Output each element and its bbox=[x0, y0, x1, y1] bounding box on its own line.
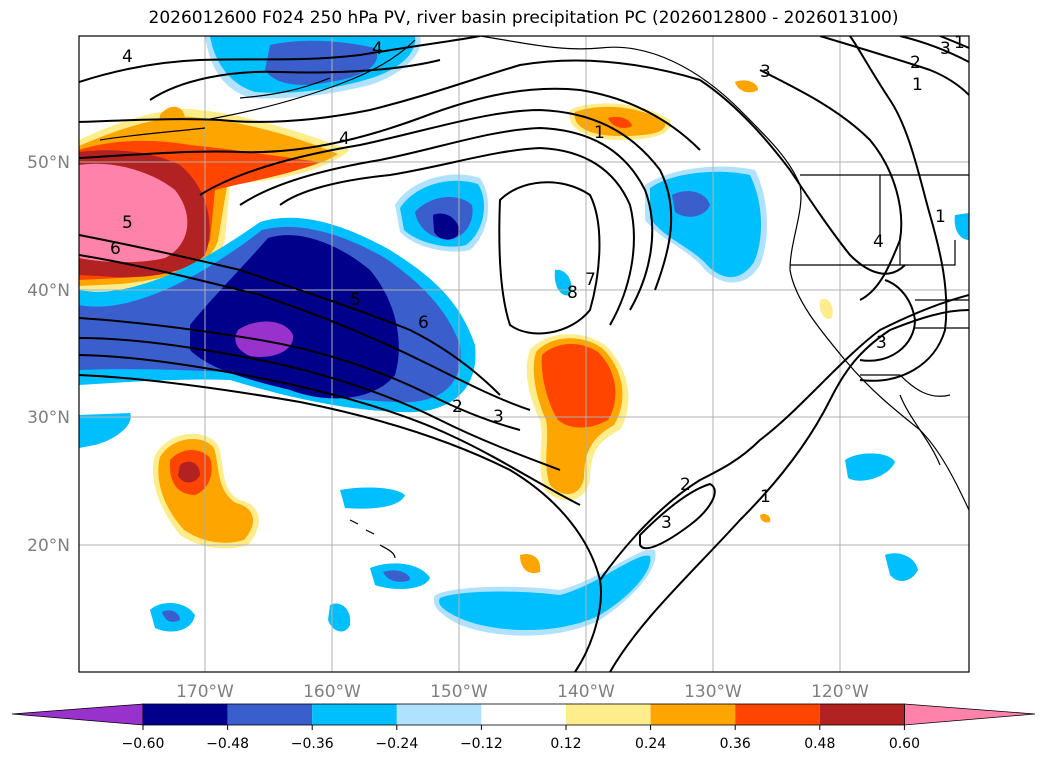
anomaly-negative-south bbox=[79, 213, 969, 636]
pv-contours bbox=[79, 36, 969, 672]
pv-label: 3 bbox=[760, 62, 771, 82]
pv-label: 5 bbox=[122, 213, 133, 233]
colorbar-tick-label: 0.60 bbox=[889, 736, 920, 752]
longitude-labels: 170°W 160°W 150°W 140°W 130°W 120°W bbox=[176, 682, 869, 702]
colorbar: −0.60 −0.48 −0.36 −0.24 −0.12 0.12 0.24 … bbox=[11, 703, 1036, 752]
colorbar-tick-label: 0.36 bbox=[720, 736, 751, 752]
colorbar-tick-label: 0.24 bbox=[635, 736, 666, 752]
pv-label: 7 bbox=[585, 270, 596, 290]
pv-label: 2 bbox=[910, 53, 921, 73]
lon-label-170w: 170°W bbox=[176, 682, 234, 702]
anomaly-negative-eastpacific bbox=[645, 166, 767, 283]
pv-label: 1 bbox=[935, 207, 946, 227]
lat-label-40n: 40°N bbox=[27, 281, 70, 301]
pv-label: 1 bbox=[912, 75, 923, 95]
colorbar-segment bbox=[566, 704, 651, 725]
anomaly-positive-southwest bbox=[152, 433, 259, 549]
lat-label-20n: 20°N bbox=[27, 536, 70, 556]
pv-label: 6 bbox=[418, 313, 429, 333]
colorbar-tick-label: −0.12 bbox=[460, 736, 503, 752]
colorbar-extend-high bbox=[904, 703, 1036, 726]
colorbar-segment bbox=[735, 704, 820, 725]
colorbar-tick-label: −0.48 bbox=[206, 736, 249, 752]
lon-label-150w: 150°W bbox=[430, 682, 488, 702]
pv-label: 3 bbox=[493, 407, 504, 427]
colorbar-segment bbox=[143, 704, 228, 725]
colorbar-tick-label: −0.24 bbox=[375, 736, 418, 752]
pv-label: 1 bbox=[594, 123, 605, 143]
pv-label: 4 bbox=[122, 47, 133, 67]
pv-label: 4 bbox=[339, 129, 350, 149]
anomaly-positive-subtropical bbox=[526, 334, 629, 501]
lat-label-30n: 30°N bbox=[27, 408, 70, 428]
colorbar-segment bbox=[312, 704, 397, 725]
colorbar-segment bbox=[819, 704, 905, 725]
map-title: 2026012600 F024 250 hPa PV, river basin … bbox=[148, 8, 899, 28]
pv-label: 2 bbox=[452, 397, 463, 417]
colorbar-tick-label: −0.36 bbox=[291, 736, 334, 752]
anomaly-negative-midnorth bbox=[395, 174, 489, 252]
lat-label-50n: 50°N bbox=[27, 153, 70, 173]
pv-label: 8 bbox=[567, 283, 578, 303]
pv-label: 4 bbox=[873, 232, 884, 252]
pv-label: 4 bbox=[372, 39, 383, 59]
colorbar-frame bbox=[142, 703, 905, 726]
pv-label: 3 bbox=[876, 333, 887, 353]
colorbar-segment bbox=[481, 704, 566, 725]
colorbar-segment bbox=[650, 704, 736, 725]
anomaly-positive-gulf-alaska bbox=[569, 80, 758, 140]
lon-label-120w: 120°W bbox=[811, 682, 869, 702]
colorbar-tick-label: 0.48 bbox=[804, 736, 835, 752]
lon-label-160w: 160°W bbox=[303, 682, 361, 702]
colorbar-segment bbox=[227, 704, 313, 725]
colorbar-tick-label: 0.12 bbox=[550, 736, 581, 752]
lon-label-140w: 140°W bbox=[557, 682, 615, 702]
colorbar-tick-label: −0.60 bbox=[122, 736, 165, 752]
pv-label: 5 bbox=[350, 290, 361, 310]
pv-label: 2 bbox=[680, 475, 691, 495]
colorbar-segment bbox=[396, 704, 482, 725]
latitude-labels: 50°N 40°N 30°N 20°N bbox=[27, 153, 70, 556]
lon-label-130w: 130°W bbox=[684, 682, 742, 702]
anomaly-negative-aleutians bbox=[205, 36, 421, 99]
pv-label: 3 bbox=[661, 513, 672, 533]
pv-label: 6 bbox=[110, 239, 121, 259]
map-area bbox=[79, 36, 969, 672]
pv-contour-labels: 4 4 4 5 6 5 6 2 3 8 7 1 3 2 1 3 1 4 3 1 … bbox=[110, 33, 965, 533]
colorbar-extend-low bbox=[11, 703, 144, 726]
pv-label: 3 bbox=[940, 39, 951, 59]
coastlines bbox=[99, 36, 969, 559]
pv-label: 1 bbox=[954, 33, 965, 53]
pv-label: 1 bbox=[760, 487, 771, 507]
map-frame bbox=[78, 35, 970, 673]
